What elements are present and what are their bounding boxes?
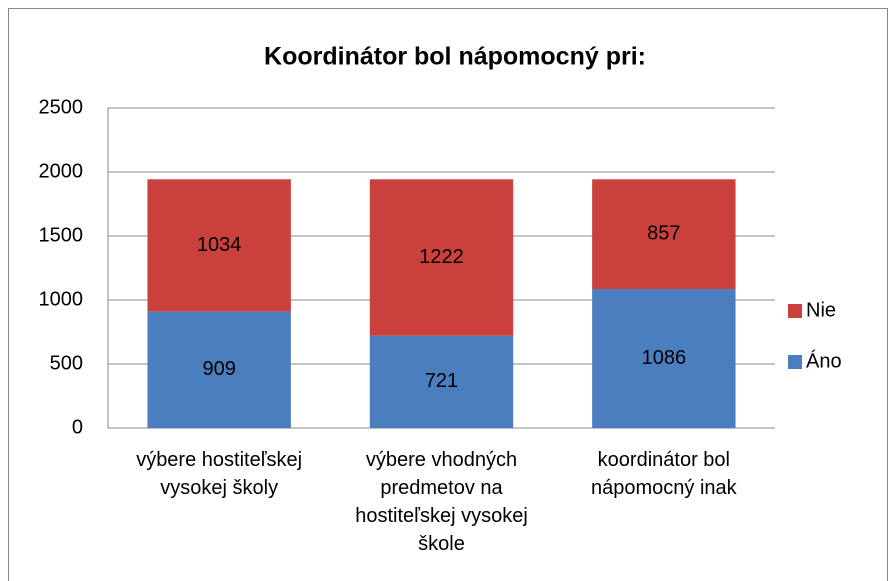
bar-segment: [147, 311, 291, 428]
legend-swatch: [788, 304, 802, 318]
y-tick-label: 2500: [39, 96, 84, 118]
x-tick-label: koordinátor bol nápomocný inak: [591, 449, 737, 499]
data-label: 1086: [642, 347, 687, 369]
y-tick-label: 500: [50, 352, 83, 374]
y-tick-label: 1000: [39, 288, 84, 310]
legend-swatch: [788, 355, 802, 369]
data-label: 721: [425, 370, 458, 392]
legend-label: Áno: [806, 349, 842, 372]
bar-segment: [592, 288, 736, 428]
x-tick-label: výbere vhodných predmetov na hostiteľske…: [355, 449, 528, 555]
bar-segment: [592, 179, 736, 289]
data-label: 1034: [197, 234, 242, 256]
data-label: 909: [202, 358, 235, 380]
x-tick-label: výbere hostiteľskej vysokej školy: [136, 449, 303, 499]
bar-segment: [369, 335, 514, 428]
bar-segment: [147, 179, 291, 312]
y-tick-label: 1500: [39, 224, 84, 246]
chart-title: Koordinátor bol nápomocný pri:: [264, 43, 646, 71]
data-label: 857: [647, 222, 680, 244]
legend-label: Nie: [806, 299, 836, 321]
data-label: 1222: [419, 246, 464, 268]
y-tick-label: 0: [72, 416, 83, 438]
y-tick-label: 2000: [39, 160, 84, 182]
bar-segment: [369, 179, 514, 336]
